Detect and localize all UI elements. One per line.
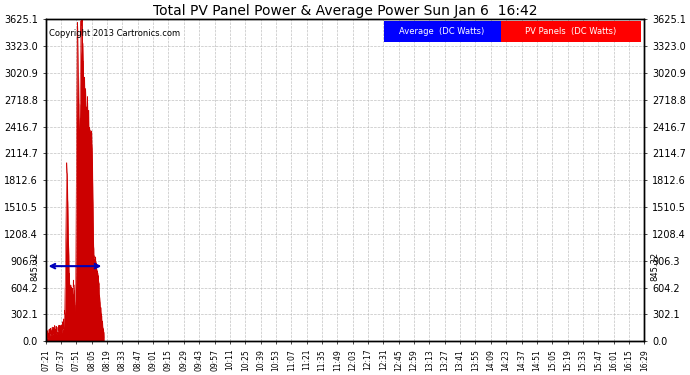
Text: Average  (DC Watts): Average (DC Watts) <box>400 27 484 36</box>
Text: 845.32: 845.32 <box>650 252 660 281</box>
Text: Copyright 2013 Cartronics.com: Copyright 2013 Cartronics.com <box>49 29 180 38</box>
FancyBboxPatch shape <box>384 21 501 42</box>
Text: PV Panels  (DC Watts): PV Panels (DC Watts) <box>525 27 616 36</box>
Title: Total PV Panel Power & Average Power Sun Jan 6  16:42: Total PV Panel Power & Average Power Sun… <box>152 4 538 18</box>
FancyBboxPatch shape <box>501 21 641 42</box>
Text: 845.32: 845.32 <box>30 252 40 281</box>
